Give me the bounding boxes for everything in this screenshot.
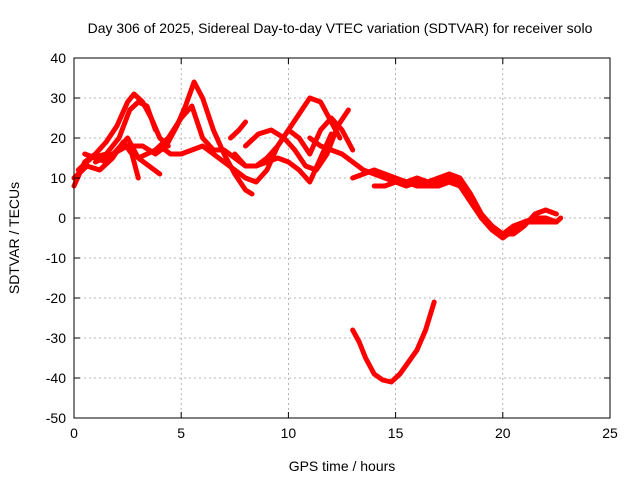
y-tick-label: 40 <box>50 50 66 66</box>
plot-frame <box>73 57 611 419</box>
satellite-track-7 <box>157 115 356 185</box>
y-tick-label: 10 <box>50 170 66 186</box>
satellite-track-8 <box>228 119 248 141</box>
x-tick-label: 15 <box>388 425 404 441</box>
x-tick-label: 10 <box>281 425 297 441</box>
satellite-track-12 <box>350 167 559 237</box>
x-axis-label: GPS time / hours <box>289 458 396 474</box>
y-tick-label: -50 <box>46 410 66 426</box>
y-tick-label: -20 <box>46 290 66 306</box>
data-series <box>71 79 564 385</box>
y-tick-label: 0 <box>58 210 66 226</box>
x-tick-label: 0 <box>70 425 78 441</box>
y-tick-label: 20 <box>50 130 66 146</box>
satellite-track-13 <box>371 179 559 237</box>
satellite-track-10 <box>232 131 334 185</box>
axis-ticks: 0 5 10 15 20 25 -50 -40 -30 -20 -10 0 10 20 30 40 <box>46 50 618 441</box>
x-tick-label: 25 <box>602 425 618 441</box>
y-axis-label: SDTVAR / TECUs <box>6 182 22 294</box>
y-tick-label: -10 <box>46 250 66 266</box>
y-tick-label: -30 <box>46 330 66 346</box>
x-tick-label: 20 <box>495 425 511 441</box>
x-tick-label: 5 <box>177 425 185 441</box>
satellite-track-14 <box>350 299 437 385</box>
grid-lines <box>74 58 610 418</box>
y-tick-label: -40 <box>46 370 66 386</box>
chart-title: Day 306 of 2025, Sidereal Day-to-day VTE… <box>88 20 593 36</box>
y-tick-label: 30 <box>50 90 66 106</box>
satellite-track-9 <box>243 107 351 173</box>
